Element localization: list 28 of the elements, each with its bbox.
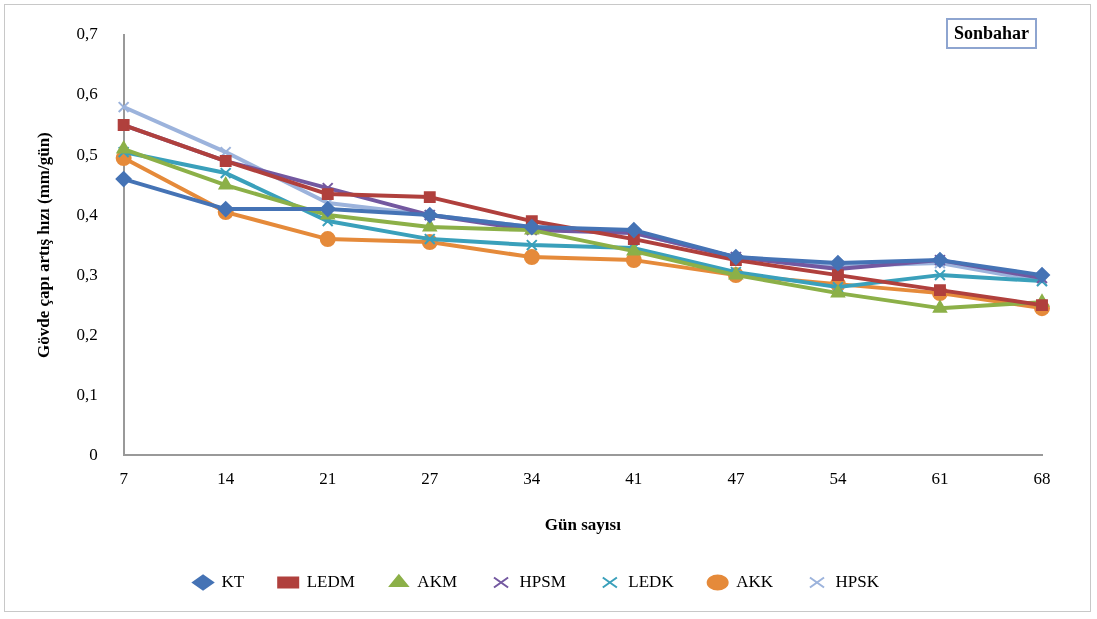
y-tick-label: 0,4 [76,204,99,224]
x-tick-label: 68 [1033,468,1051,488]
chart-title: Sonbahar [945,18,1037,49]
x-tick-label: 61 [931,468,949,488]
legend-label: HPSM [519,571,566,591]
x-tick-label: 14 [217,468,235,488]
x-tick-label: 7 [119,468,129,488]
legend-label: KT [221,571,245,591]
x-tick-label: 34 [523,468,541,488]
legend-label: HPSK [835,571,880,591]
legend-label: AKM [417,571,458,591]
x-tick-label: 21 [319,468,337,488]
legend-label: LEDK [628,571,675,591]
y-tick-label: 0 [89,444,98,464]
y-tick-label: 0,2 [76,324,98,344]
y-tick-label: 0,7 [76,24,99,44]
x-axis-title: Gün sayısı [544,515,622,535]
legend-label: LEDM [306,571,355,591]
x-tick-label: 41 [625,468,643,488]
y-tick-label: 0,5 [76,144,98,164]
y-axis-title: Gövde çapı artış hızı (mm/gün) [33,132,53,358]
legend-label: AKK [736,571,774,591]
x-tick-label: 54 [829,468,847,488]
x-tick-label: 47 [727,468,745,488]
x-tick-label: 27 [421,468,439,488]
y-tick-label: 0,3 [76,264,98,284]
y-tick-label: 0,1 [76,384,98,404]
y-tick-label: 0,6 [76,84,98,104]
